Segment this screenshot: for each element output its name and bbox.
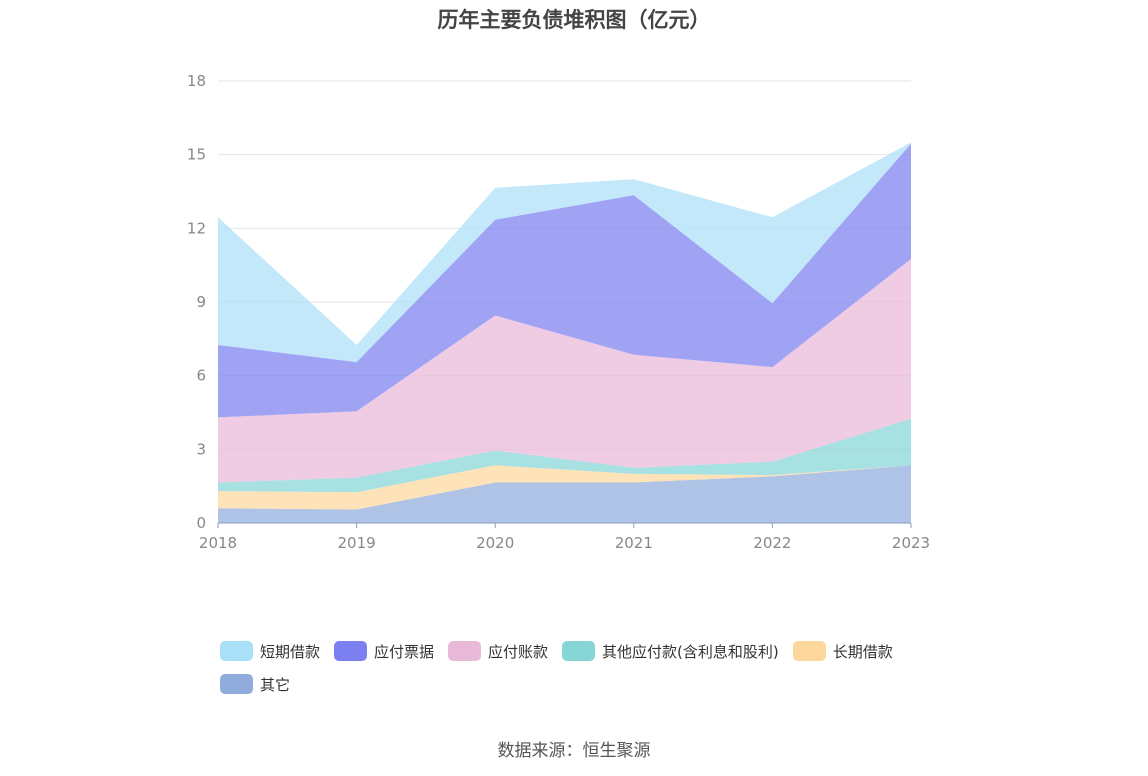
legend-label: 应付账款 xyxy=(488,642,549,661)
x-tick-label: 2018 xyxy=(199,534,237,552)
legend-label: 短期借款 xyxy=(260,642,321,661)
legend-item[interactable]: 应付票据 xyxy=(334,638,434,664)
legend-item[interactable]: 其它 xyxy=(220,671,290,697)
legend-item[interactable]: 应付账款 xyxy=(448,638,548,664)
legend-swatch xyxy=(792,641,826,661)
area-series xyxy=(218,142,911,523)
area-series-3 xyxy=(218,418,911,493)
legend-swatch xyxy=(448,641,482,661)
area-series-5 xyxy=(218,465,911,523)
legend-item[interactable]: 长期借款 xyxy=(792,638,893,664)
area-series-2 xyxy=(218,259,911,483)
source-note: 数据来源：恒生聚源 xyxy=(497,741,651,761)
y-tick-label: 0 xyxy=(196,514,206,532)
y-tick-label: 3 xyxy=(196,440,206,458)
area-series-4 xyxy=(218,465,911,510)
x-tick-label: 2019 xyxy=(338,534,376,552)
area-series-1 xyxy=(218,143,911,418)
legend-swatch xyxy=(334,641,368,661)
legend-label: 应付票据 xyxy=(374,642,435,661)
legend-label: 其它 xyxy=(260,675,291,694)
x-tick-label: 2021 xyxy=(615,534,653,552)
y-tick-label: 18 xyxy=(187,72,206,90)
legend-item[interactable]: 短期借款 xyxy=(220,638,320,664)
y-tick-label: 9 xyxy=(196,293,206,311)
legend-item[interactable]: 其他应付款(含利息和股利) xyxy=(562,638,779,664)
y-tick-label: 12 xyxy=(187,219,206,237)
legend: 短期借款 应付票据 应付账款 其他应付款(含利息和股利) 长期借款其它 xyxy=(220,638,980,704)
y-tick-label: 6 xyxy=(196,367,206,385)
legend-label: 其他应付款(含利息和股利) xyxy=(602,642,779,661)
area-series-0 xyxy=(218,142,911,363)
legend-label: 长期借款 xyxy=(832,642,893,661)
legend-swatch xyxy=(562,641,596,661)
x-tick-label: 2020 xyxy=(476,534,514,552)
axes: 0 3 6 9 12 15 18 2018 2019 2020 2021 2022 2023 xyxy=(187,72,930,552)
x-tick-label: 2023 xyxy=(892,534,930,552)
stacked-area-chart: 0 3 6 9 12 15 18 2018 2019 2020 2021 2022 2023 xyxy=(187,72,930,552)
legend-swatch xyxy=(220,641,253,661)
legend-swatch xyxy=(220,674,253,694)
x-tick-label: 2022 xyxy=(753,534,791,552)
chart-title: 历年主要负债堆积图（亿元） xyxy=(437,8,711,32)
y-tick-label: 15 xyxy=(187,146,206,164)
